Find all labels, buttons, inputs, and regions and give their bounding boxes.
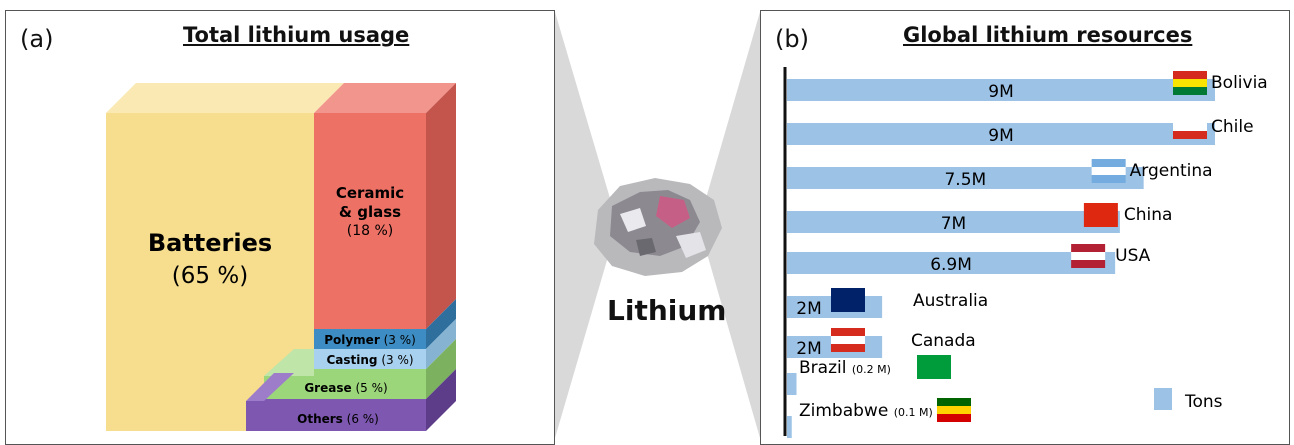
category-label-zimbabwe: Zimbabwe (0.1 M) xyxy=(799,401,933,421)
panel-global-lithium-resources: (b) Global lithium resources 9M Bolivia 9M… xyxy=(760,10,1290,445)
segment-label-polymer: Polymer xyxy=(324,333,380,347)
segment-label-grease: Grease xyxy=(304,381,351,395)
category-label-china: China xyxy=(1124,205,1173,225)
category-label-brazil: Brazil (0.2 M) xyxy=(799,358,891,378)
bar-chile xyxy=(787,123,1215,145)
segment-ceramic-glass: Ceramic & glass (18 %) xyxy=(314,83,456,329)
segment-grease: Grease (5 %) xyxy=(264,339,456,399)
panel-total-lithium-usage: (a) Total lithium usage Batteries (65 %)… xyxy=(5,10,555,445)
category-label-bolivia: Bolivia xyxy=(1211,73,1268,93)
segment-batteries: Batteries (65 %) xyxy=(106,83,344,431)
zimbabwe-flag-icon xyxy=(937,398,971,422)
bar-china xyxy=(787,211,1120,233)
segment-casting: Casting (3 %) xyxy=(314,319,456,369)
bar-bolivia xyxy=(787,79,1215,101)
segment-value-casting: (3 %) xyxy=(381,353,413,367)
segment-polymer: Polymer (3 %) xyxy=(314,299,456,349)
bolivia-flag-icon xyxy=(1173,71,1207,95)
usage-treemap: Batteries (65 %) Ceramic & glass (18 %) … xyxy=(106,83,456,431)
svg-text:Others (6 %): Others (6 %) xyxy=(297,412,379,426)
segment-label-others: Others xyxy=(297,412,343,426)
segment-label-glass: & glass xyxy=(339,203,401,221)
value-label-bolivia: 9M xyxy=(988,82,1013,102)
bar-brazil xyxy=(787,373,797,395)
chile-flag-icon xyxy=(1173,115,1207,139)
svg-text:Casting (3 %): Casting (3 %) xyxy=(326,353,413,367)
segment-label-ceramic: Ceramic xyxy=(336,184,404,202)
brazil-flag-icon xyxy=(917,355,951,379)
value-label-australia: 2M xyxy=(796,299,821,319)
lithium-label: Lithium xyxy=(607,294,727,327)
segment-value-batteries: (65 %) xyxy=(172,263,248,289)
value-label-usa: 6.9M xyxy=(930,255,972,275)
svg-text:Polymer (3 %): Polymer (3 %) xyxy=(324,333,416,347)
legend-label: Tons xyxy=(1184,392,1223,412)
segment-others: Others (6 %) xyxy=(246,369,456,431)
argentina-flag-icon xyxy=(1091,159,1126,183)
category-label-australia: Australia xyxy=(913,291,988,311)
value-label-china: 7M xyxy=(941,214,966,234)
category-label-chile: Chile xyxy=(1211,117,1254,137)
right-wedge xyxy=(704,12,760,438)
bar-argentina xyxy=(787,167,1144,189)
value-label-chile: 9M xyxy=(988,126,1013,146)
china-flag-icon xyxy=(1083,203,1118,227)
australia-flag-icon xyxy=(831,288,865,312)
segment-value-others: (6 %) xyxy=(347,412,379,426)
svg-text:Grease (5 %): Grease (5 %) xyxy=(304,381,387,395)
bar-zimbabwe xyxy=(787,416,792,438)
chart-title-b: Global lithium resources xyxy=(903,23,1193,47)
category-label-argentina: Argentina xyxy=(1130,161,1213,181)
value-label-canada: 2M xyxy=(796,339,821,359)
segment-value-polymer: (3 %) xyxy=(384,333,416,347)
segment-value-ceramic: (18 %) xyxy=(347,223,394,239)
value-label-argentina: 7.5M xyxy=(944,170,986,190)
category-label-usa: USA xyxy=(1115,246,1151,266)
left-wedge xyxy=(555,12,612,438)
segment-value-grease: (5 %) xyxy=(355,381,387,395)
bar-usa xyxy=(787,252,1116,274)
resources-bar-chart: 9M Bolivia 9M Chile 7.5M Argentina 7M China 6.9M… xyxy=(783,67,1268,438)
panel-letter-a: (a) xyxy=(20,25,54,53)
value-label-brazil: (0.2 M) xyxy=(852,363,891,376)
segment-label-casting: Casting xyxy=(326,353,377,367)
value-label-zimbabwe: (0.1 M) xyxy=(894,406,933,419)
segment-label-batteries: Batteries xyxy=(148,229,272,257)
category-label-canada: Canada xyxy=(911,331,976,351)
lithium-mineral-icon xyxy=(594,178,722,276)
panel-letter-b: (b) xyxy=(775,25,809,53)
chart-title-a: Total lithium usage xyxy=(183,23,410,47)
usa-flag-icon xyxy=(1071,244,1106,268)
legend-swatch xyxy=(1154,388,1172,410)
canada-flag-icon xyxy=(831,328,865,352)
